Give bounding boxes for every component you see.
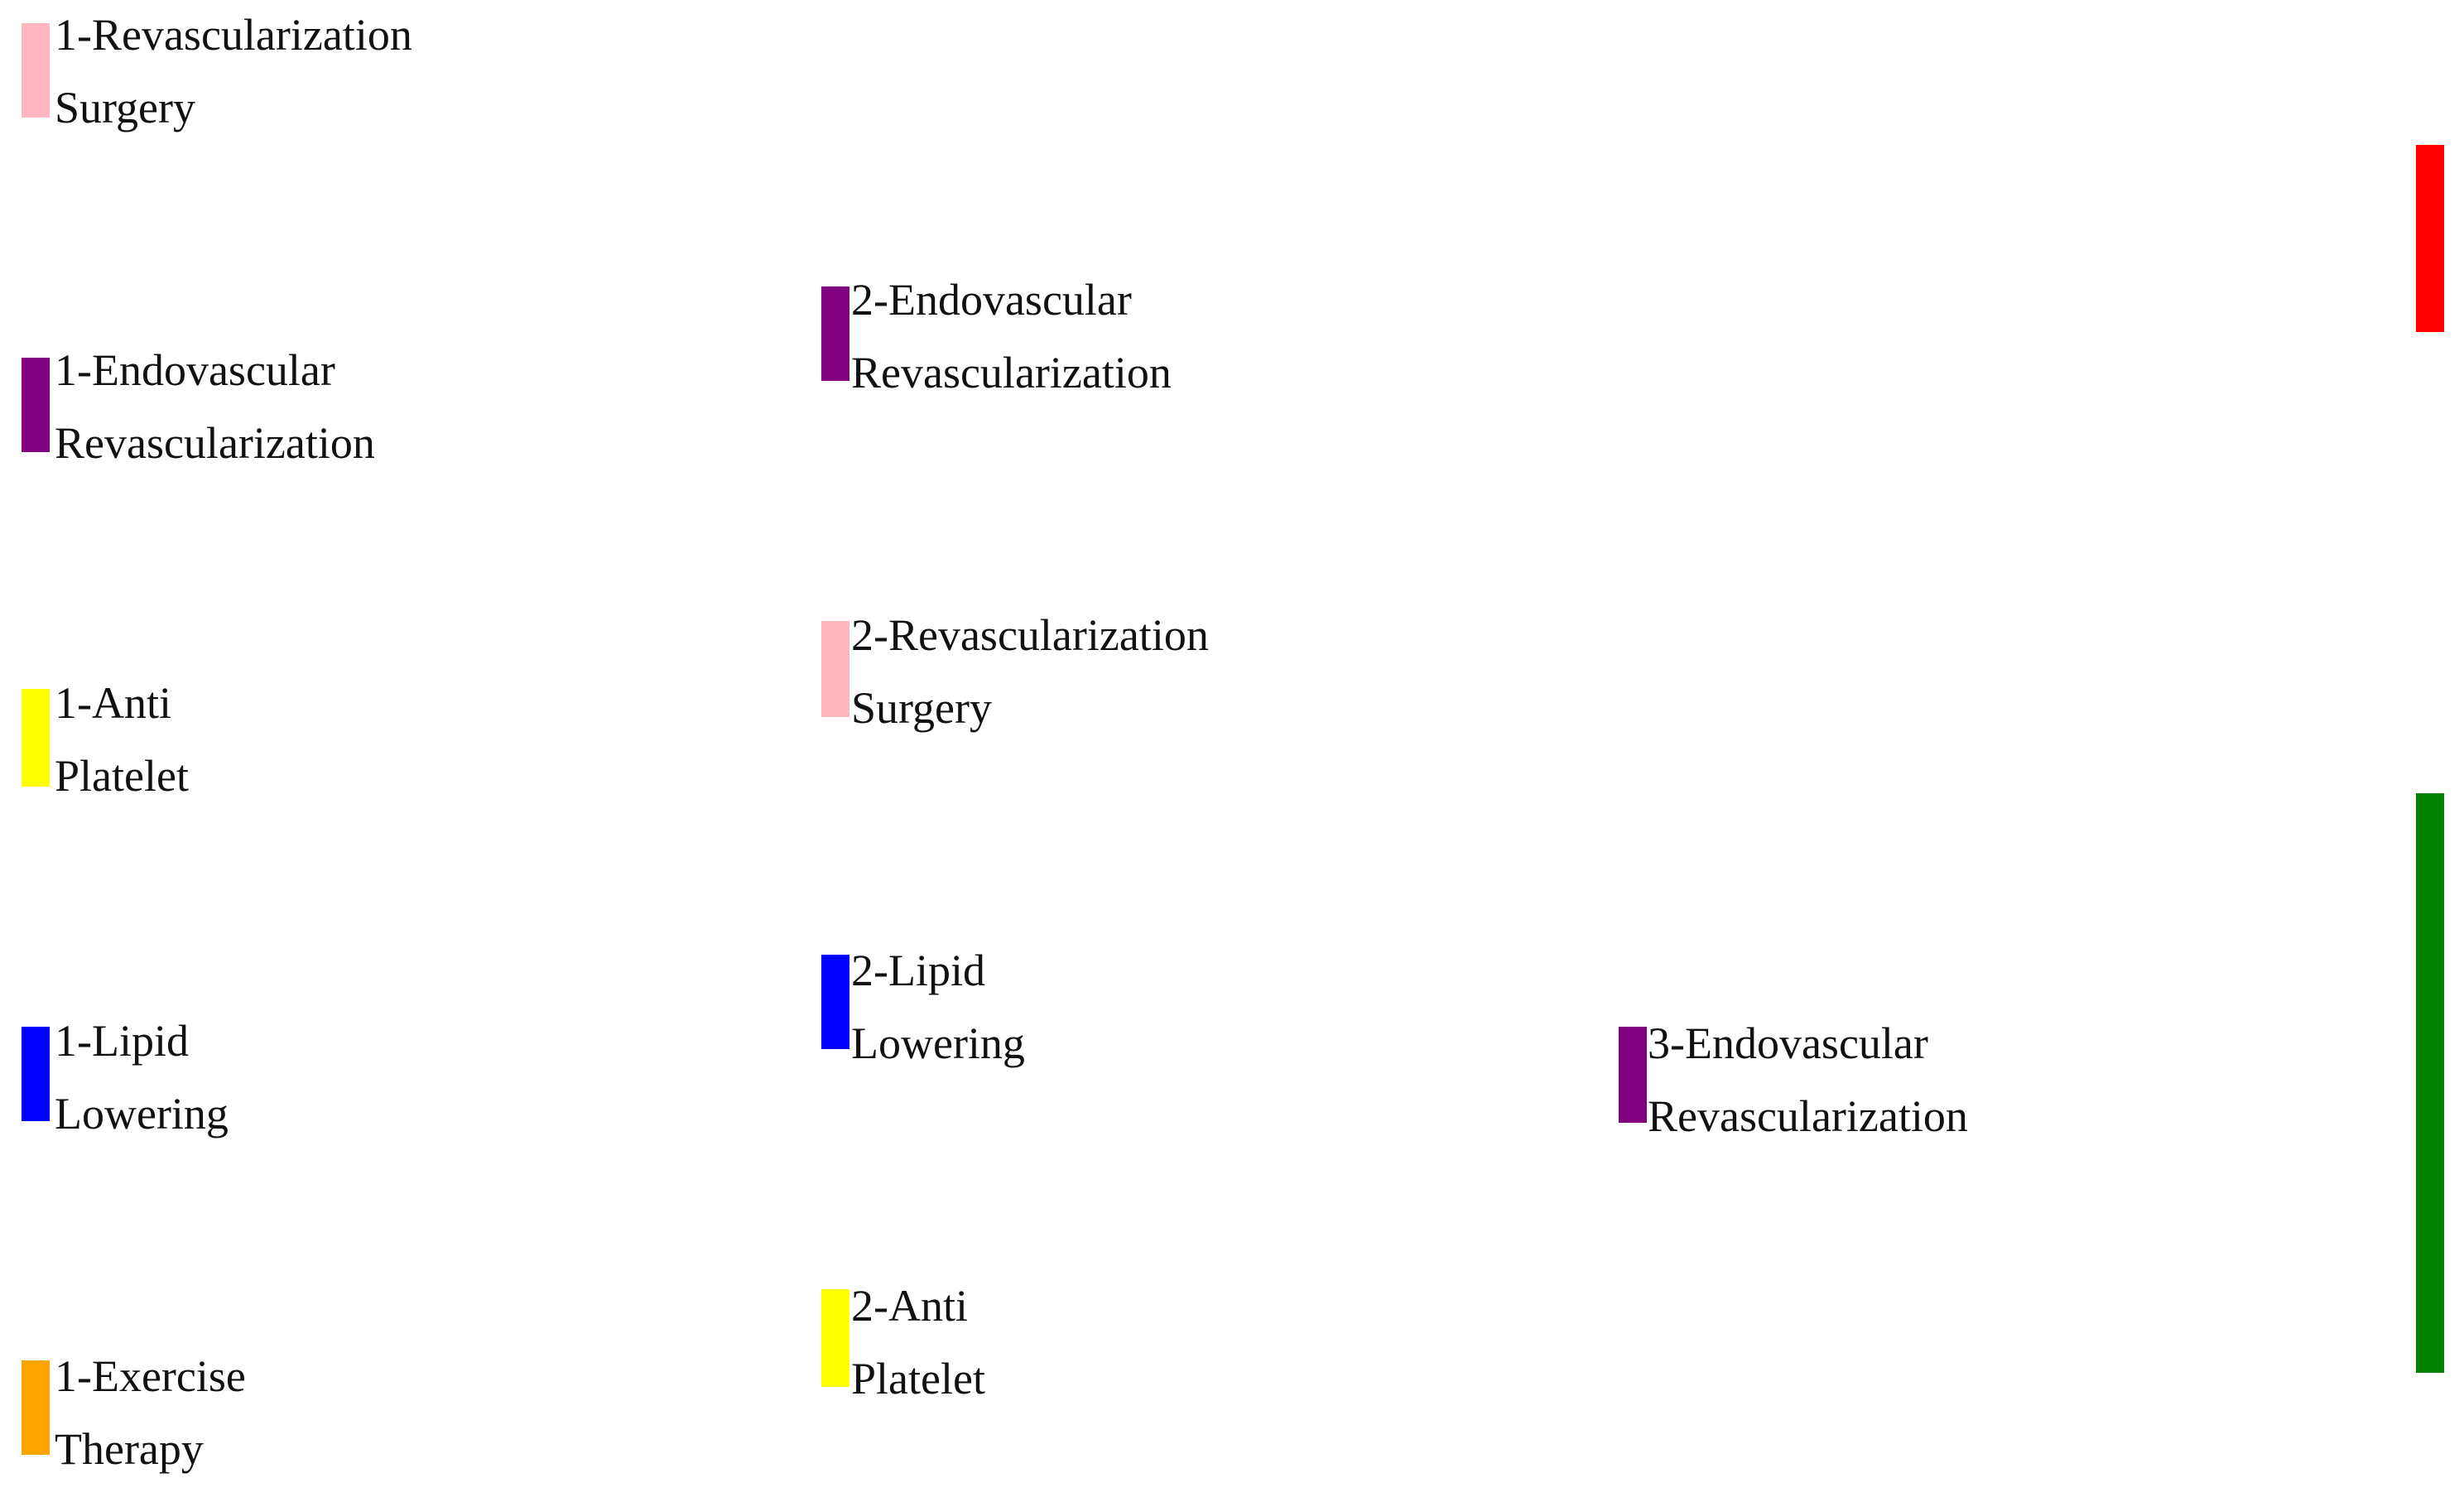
flow-s2-to-outGreen (849, 717, 2416, 899)
label-a2-line2: Platelet (851, 1354, 985, 1403)
label-e3: 3-Endovascular (1648, 1018, 1928, 1068)
node-e3 (1619, 1027, 1647, 1123)
label-e2: 2-Endovascular (851, 275, 1132, 325)
label-a1: 1-Anti (55, 678, 171, 728)
label-l1: 1-Lipid (55, 1016, 189, 1066)
label-a2: 2-Anti (851, 1281, 968, 1331)
node-outRed (2416, 145, 2444, 332)
label-s2-line2: Surgery (851, 683, 992, 733)
node-e1 (22, 358, 50, 452)
label-e1: 1-Endovascular (55, 345, 335, 395)
node-a1 (22, 689, 50, 787)
label-s2: 2-Revascularization (851, 610, 1209, 660)
sankey-labels: 1-Revascularization Surgery 1-Endovascul… (55, 10, 1968, 1474)
flow-a1-to-outGreen (50, 692, 2416, 952)
sankey-flows (50, 25, 2416, 1455)
node-a2 (821, 1289, 849, 1387)
flow-e1-to-outGreen (50, 452, 2416, 894)
flow-e1-to-s2 (50, 361, 821, 710)
label-a1-line2: Platelet (55, 751, 189, 801)
node-s2 (821, 621, 849, 717)
label-s1-line2: Surgery (55, 83, 195, 132)
node-e2 (821, 286, 849, 381)
flow-a2-to-outGreen (849, 1184, 2416, 1350)
node-l1 (22, 1027, 50, 1121)
label-x1-line2: Therapy (55, 1424, 204, 1474)
label-l2-line2: Lowering (851, 1018, 1025, 1068)
sankey-nodes (22, 23, 2444, 1455)
node-outGreen (2416, 793, 2444, 1373)
flow-s1-to-outGreen (50, 118, 2416, 888)
label-e2-line2: Revascularization (851, 348, 1172, 397)
label-e1-line2: Revascularization (55, 418, 375, 468)
label-e3-line2: Revascularization (1648, 1091, 1968, 1141)
label-s1: 1-Revascularization (55, 10, 412, 60)
label-l2: 2-Lipid (851, 946, 985, 995)
node-l2 (821, 955, 849, 1049)
label-x1: 1-Exercise (55, 1351, 246, 1401)
label-l1-line2: Lowering (55, 1089, 229, 1139)
flow-s1-to-e2 (50, 116, 821, 288)
node-s1 (22, 23, 50, 118)
flow-a2-to-outGreen (849, 1283, 2416, 1387)
flow-e1-to-a2 (50, 459, 821, 1293)
node-x1 (22, 1360, 50, 1455)
